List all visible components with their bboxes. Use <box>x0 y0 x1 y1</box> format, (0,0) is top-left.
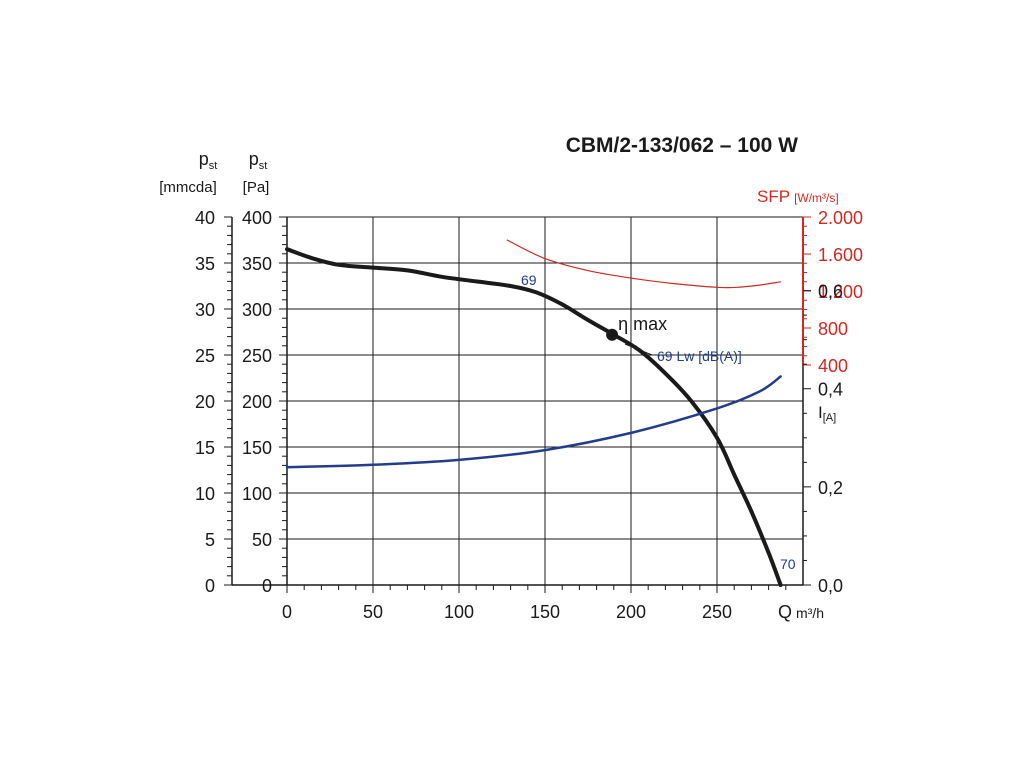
chart-title: CBM/2-133/062 – 100 W <box>566 134 798 157</box>
annotations: η max 69 69 Lw [dB(A)] 70 <box>521 272 796 572</box>
y-mmcda-tick-label: 5 <box>205 530 215 550</box>
y-axis-pa-subscript: st <box>259 160 268 172</box>
series-line-sfp <box>506 239 782 289</box>
y-axis-sfp-unit: [W/m³/s] <box>794 191 839 205</box>
x-tick-label: 50 <box>363 602 383 622</box>
y-pa-tick-label: 0 <box>262 576 272 596</box>
x-tick-label: 100 <box>444 602 474 622</box>
y-pa-tick-label: 100 <box>242 484 272 504</box>
y-sfp-tick-label: 1.200 <box>818 282 863 302</box>
y-mmcda-tick-label: 35 <box>195 254 215 274</box>
grid <box>287 216 803 585</box>
y-current-tick-label: 0,0 <box>818 576 843 596</box>
y-mmcda-tick-label: 25 <box>195 346 215 366</box>
x-tick-label: 250 <box>702 602 732 622</box>
svg-text:SFP[W/m³/s]: SFP [W/m³/s] <box>757 187 839 206</box>
y-axis-current-unit: [A] <box>823 412 836 424</box>
series-line-pressure <box>285 247 783 587</box>
y-axis-pa-unit: [Pa] <box>243 179 270 196</box>
y-sfp-tick-label: 2.000 <box>818 208 863 228</box>
y-pa-tick-label: 150 <box>242 438 272 458</box>
y-axis-sfp-label: SFP <box>757 187 790 206</box>
y-sfp-tick-label: 1.600 <box>818 245 863 265</box>
y-axis-mmcda-symbol: p <box>199 149 209 169</box>
eta-max-label: η max <box>618 314 667 334</box>
y-axis-sfp-title: SFP [W/m³/s] <box>757 187 839 206</box>
y-sfp-tick-label: 400 <box>818 356 848 376</box>
x-axis-unit: m³/h <box>796 605 824 621</box>
eta-max-point <box>606 328 619 341</box>
sound-level-label-70: 70 <box>780 556 796 572</box>
y-axis-pa-title: pst [Pa] <box>243 149 270 196</box>
y-pa-tick-label: 200 <box>242 392 272 412</box>
y-pa-tick-label: 300 <box>242 300 272 320</box>
svg-text:pst: pst <box>249 149 268 172</box>
y-axis-mmcda-unit: [mmcda] <box>159 179 217 196</box>
svg-text:pst: pst <box>199 149 218 172</box>
y-current-tick-label: 0,6 <box>818 282 843 302</box>
y-axis-pa-symbol: p <box>249 149 259 169</box>
svg-text:Qm³/h: Qm³/h <box>778 602 824 622</box>
ticks: 0 50 100 150 200 2500501001502002503003504000… <box>195 208 863 622</box>
y-pa-tick-label: 400 <box>242 208 272 228</box>
sound-level-leader-line <box>624 343 653 356</box>
y-mmcda-tick-label: 15 <box>195 438 215 458</box>
y-mmcda-tick-label: 30 <box>195 300 215 320</box>
y-axis-current-title: I[A] <box>818 403 836 424</box>
y-axis-mmcda-subscript: st <box>209 160 218 172</box>
y-current-tick-label: 0,2 <box>818 478 843 498</box>
y-mmcda-tick-label: 10 <box>195 484 215 504</box>
sound-level-label-upper: 69 <box>521 272 537 288</box>
sound-level-label-lw: 69 Lw [dB(A)] <box>657 348 742 364</box>
y-pa-tick-label: 350 <box>242 254 272 274</box>
x-tick-label: 0 <box>282 602 292 622</box>
y-mmcda-tick-label: 40 <box>195 208 215 228</box>
y-pa-tick-label: 50 <box>252 530 272 550</box>
y-mmcda-tick-label: 0 <box>205 576 215 596</box>
y-sfp-tick-label: 800 <box>818 319 848 339</box>
y-current-tick-label: 0,4 <box>818 380 843 400</box>
x-tick-label: 150 <box>530 602 560 622</box>
y-axis-mmcda-title: pst [mmcda] <box>159 149 217 196</box>
y-mmcda-tick-label: 20 <box>195 392 215 412</box>
x-tick-label: 200 <box>616 602 646 622</box>
y-pa-tick-label: 250 <box>242 346 272 366</box>
x-axis-label: Q <box>778 602 792 622</box>
y-axis-current-label: I <box>818 403 823 422</box>
series-line-current <box>285 375 782 469</box>
curves <box>285 239 783 587</box>
svg-text:I[A]: I[A] <box>818 403 836 424</box>
